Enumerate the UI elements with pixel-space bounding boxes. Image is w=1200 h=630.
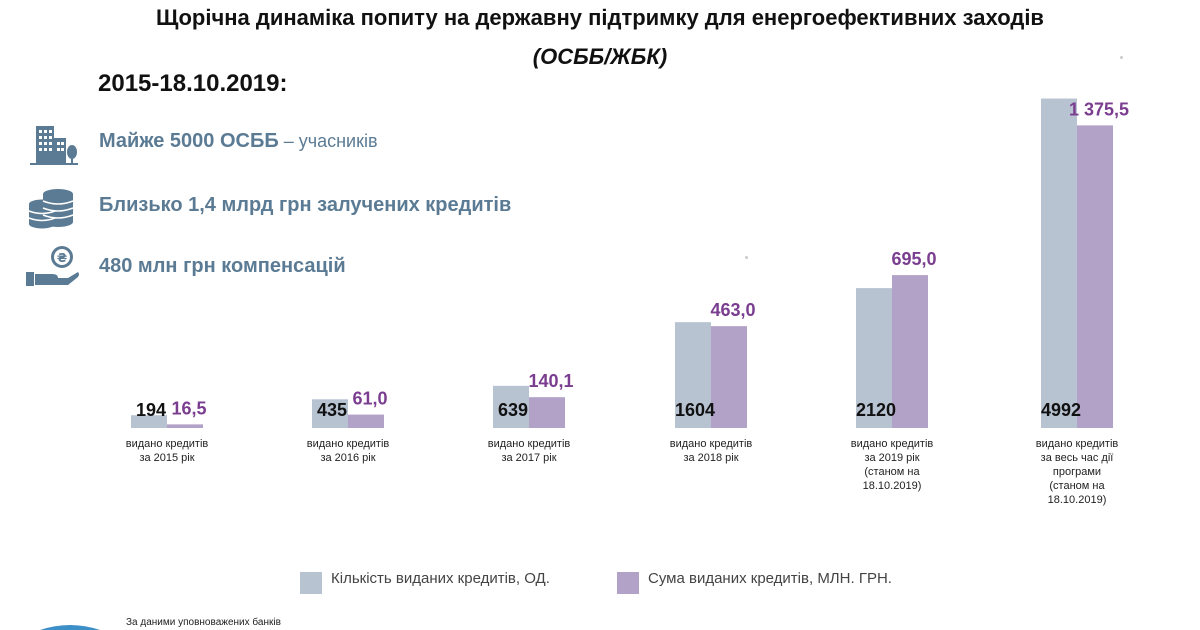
data-label-count: 435 — [317, 400, 347, 420]
fact-credits-bold: Близько 1,4 млрд грн залучених кредитів — [99, 194, 512, 216]
data-label-sum: 1 375,5 — [1069, 99, 1129, 119]
chart-title: Щорічна динаміка попиту на державну підт… — [156, 5, 1044, 30]
category-label: 18.10.2019) — [863, 480, 922, 492]
decor-dot — [1120, 56, 1123, 59]
bar-sum — [529, 397, 565, 428]
data-label-sum: 140,1 — [528, 371, 573, 391]
fact-osbb-bold: Майже 5000 ОСББ — [99, 130, 279, 152]
data-label-sum: 463,0 — [710, 300, 755, 320]
hand-money-icon: ₴ — [26, 246, 79, 286]
data-label-count: 4992 — [1041, 400, 1081, 420]
bar-count — [1041, 98, 1077, 428]
bank-logo-icon — [40, 625, 100, 630]
fact-osbb: Майже 5000 ОСББ – учасників — [99, 130, 378, 153]
bar-count — [131, 415, 167, 428]
building-icon — [30, 126, 78, 165]
data-label-count: 1604 — [675, 400, 715, 420]
coins-stack-icon — [28, 189, 74, 229]
bar-sum — [711, 326, 747, 428]
category-label: видано кредитів — [488, 438, 571, 450]
category-label: програми — [1053, 466, 1101, 478]
source-note: За даними уповноважених банків — [126, 617, 281, 628]
category-label: (станом на — [1049, 480, 1105, 492]
fact-credits: Близько 1,4 млрд грн залучених кредитів — [99, 194, 511, 217]
category-label: за 2018 рік — [683, 452, 738, 464]
fact-osbb-light: – учасників — [278, 131, 378, 151]
category-label: (станом на — [864, 466, 920, 478]
bar-count — [856, 288, 892, 428]
bar-count — [493, 385, 529, 428]
data-label-count: 194 — [136, 400, 166, 420]
legend-label-count: Кількість виданих кредитів, ОД. — [331, 570, 550, 587]
category-label: за весь час дії — [1041, 452, 1114, 464]
fact-compensation: 480 млн грн компенсацій — [99, 255, 346, 278]
bar-sum — [1077, 125, 1113, 428]
category-label: за 2016 рік — [320, 452, 375, 464]
bar-sum — [167, 424, 203, 428]
data-label-count: 639 — [498, 400, 528, 420]
category-label: видано кредитів — [307, 438, 390, 450]
chart-subtitle: (ОСББ/ЖБК) — [532, 44, 668, 69]
bar-sum — [348, 414, 384, 428]
decor-dot — [745, 256, 748, 259]
category-label: за 2015 рік — [139, 452, 194, 464]
data-label-sum: 16,5 — [171, 398, 206, 418]
legend-swatch-count — [300, 572, 322, 594]
data-label-sum: 695,0 — [891, 249, 936, 269]
data-label-sum: 61,0 — [352, 389, 387, 409]
bar-count — [675, 322, 711, 428]
category-label: за 2019 рік — [864, 452, 919, 464]
data-label-count: 2120 — [856, 400, 896, 420]
fact-compensation-bold: 480 млн грн компенсацій — [99, 255, 346, 277]
category-label: 18.10.2019) — [1048, 494, 1107, 506]
category-label: видано кредитів — [851, 438, 934, 450]
category-label: за 2017 рік — [501, 452, 556, 464]
legend-swatch-sum — [617, 572, 639, 594]
bar-sum — [892, 275, 928, 428]
category-label: видано кредитів — [670, 438, 753, 450]
legend-label-sum: Сума виданих кредитів, МЛН. ГРН. — [648, 570, 892, 587]
category-label: видано кредитів — [126, 438, 209, 450]
category-label: видано кредитів — [1036, 438, 1119, 450]
bar-count — [312, 399, 348, 428]
svg-text:₴: ₴ — [57, 251, 67, 265]
period-label: 2015-18.10.2019: — [98, 70, 288, 97]
